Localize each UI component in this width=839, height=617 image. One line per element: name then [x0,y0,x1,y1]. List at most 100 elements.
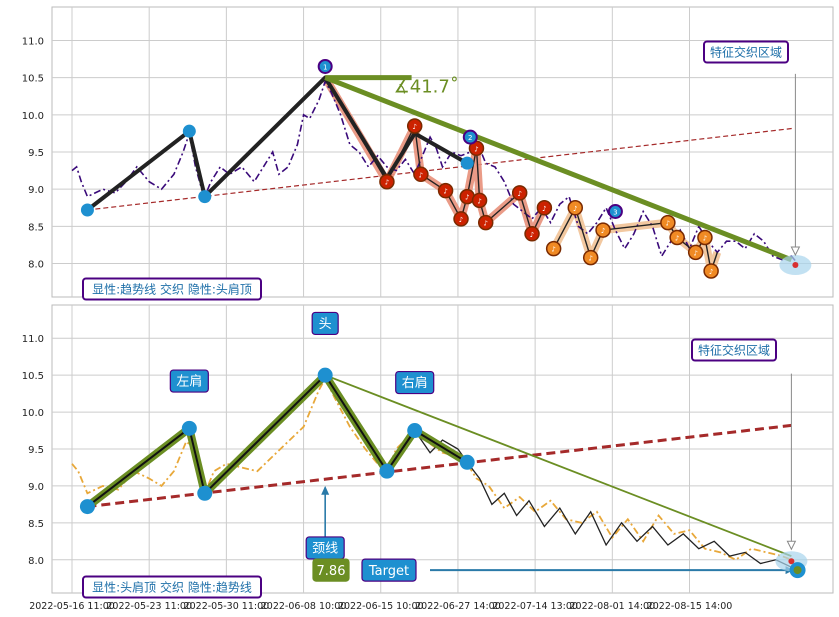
numbered-marker [462,129,478,145]
reversal-marker [406,118,423,134]
pattern-point [80,203,94,217]
y-tick-label: 10.0 [22,111,44,122]
y-tick-label: 11.0 [22,334,44,345]
reversal-zigzag-tail [553,205,718,272]
x-tick-label: 2022-06-15 10:00 [338,601,424,612]
zone-label-box [691,338,777,362]
y-tick-label: 9.0 [28,185,44,196]
reversal-marker [536,200,553,216]
zone-arrow-head [786,540,797,551]
head-shoulders-point [197,485,213,501]
y-tick-label: 8.0 [28,260,44,271]
trend-line [324,75,793,263]
numbered-marker [317,58,333,74]
reversal-marker-glyph: ♪ [530,231,534,239]
left-shoulder-label-box [169,369,209,393]
x-tick-label: 2022-05-30 11:00 [184,601,270,612]
reversal-marker-glyph: ♪ [588,255,592,263]
zone-label: 特征交织区域 [698,342,770,357]
head-label-box [311,311,339,336]
reversal-marker [582,249,599,266]
head-label: 头 [319,317,332,332]
reversal-marker [453,211,469,227]
panel-label-box [82,277,262,301]
reversal-marker-glyph: ♪ [477,197,481,205]
reversal-marker [437,182,454,199]
zone-center-dot [792,262,799,269]
numbered-marker [607,203,623,219]
support-line [87,127,795,211]
trend-angle-label: ∡41.7˚ [394,77,459,98]
x-tick-label: 2022-08-15 14:00 [647,601,733,612]
y-tick-label: 8.5 [28,222,44,233]
reversal-marker-glyph: ♪ [573,205,577,213]
x-tick-label: 2022-06-08 10:00 [261,601,347,612]
y-tick-label: 9.0 [28,482,44,493]
reversal-marker [545,240,562,257]
reversal-marker-glyph: ♪ [459,216,463,224]
reversal-marker-glyph: ♪ [693,249,697,257]
reversal-marker-glyph: ♪ [675,235,679,243]
panel-label: 显性:头肩顶 交织 隐性:趋势线 [92,579,252,594]
head-shoulders-point [407,423,423,439]
y-tick-label: 11.0 [22,36,44,47]
reversal-marker-glyph: ♪ [551,246,555,254]
pattern-point [461,157,474,170]
y-tick-label: 10.5 [22,371,44,382]
x-tick-label: 2022-06-27 14:00 [415,601,501,612]
reversal-marker-glyph: ♪ [703,235,707,243]
reversal-marker-glyph: ♪ [465,194,469,202]
reversal-marker-glyph: ♪ [474,145,478,153]
reversal-marker [567,200,584,216]
zone-label-box [703,40,789,64]
head-shoulders-point [317,367,333,383]
y-tick-label: 10.0 [22,408,44,419]
numbered-marker-label: 2 [468,134,472,142]
reversal-marker-glyph: ♪ [385,179,389,187]
reversal-marker-glyph: ♪ [443,188,447,196]
reversal-marker [703,263,719,279]
left-shoulder-label: 左肩 [176,374,202,390]
numbered-marker-label: 3 [613,208,617,216]
pattern-point [182,124,196,138]
target-value-label-box [312,558,350,582]
reversal-marker [697,229,713,246]
reversal-marker-glyph: ♪ [709,268,713,276]
neckline-arrow-head [321,485,330,495]
y-tick-label: 8.0 [28,556,44,567]
reversal-marker-glyph: ♪ [412,123,416,131]
target-value-label: 7.86 [317,564,346,579]
panel-label-box [82,575,262,599]
target-point-core [793,566,802,575]
reversal-marker [471,192,488,209]
zone-center-dot [788,558,795,565]
reversal-marker [687,244,704,261]
zone-label: 特征交织区域 [710,44,782,59]
reversal-marker [477,214,494,231]
reversal-marker [524,226,540,242]
head-shoulders-point [379,463,395,479]
x-tick-label: 2022-07-14 13:00 [492,601,578,612]
x-tick-label: 2022-05-16 11:00 [29,601,115,612]
reversal-marker [413,166,429,183]
reversal-marker [379,173,395,190]
head-shoulders-point [79,499,95,515]
reversal-marker [669,229,685,246]
y-tick-label: 10.5 [22,74,44,85]
numbered-marker-label: 1 [323,63,327,71]
right-shoulder-label-box [395,370,435,395]
trend-line [324,374,792,557]
top-chart-panel: 8.0 8.5 9.0 9.5 10.0 10.5 11.0 ∡41.7˚ ♪ ♪ ♪ ♪ ♪ ♪ ♪ ♪ ♪ ♪… [22,6,834,301]
reversal-marker-glyph: ♪ [601,227,605,235]
y-tick-label: 9.5 [28,148,44,159]
reversal-marker [595,222,611,238]
right-shoulder-label: 右肩 [402,375,428,391]
reversal-marker [660,214,676,231]
pattern-point [198,190,212,204]
target-label-box [361,558,417,582]
reversal-marker-glyph: ♪ [666,220,670,228]
reversal-marker-glyph: ♪ [517,190,521,198]
y-tick-label: 8.5 [28,519,44,530]
neckline-label: 颈线 [312,542,338,557]
